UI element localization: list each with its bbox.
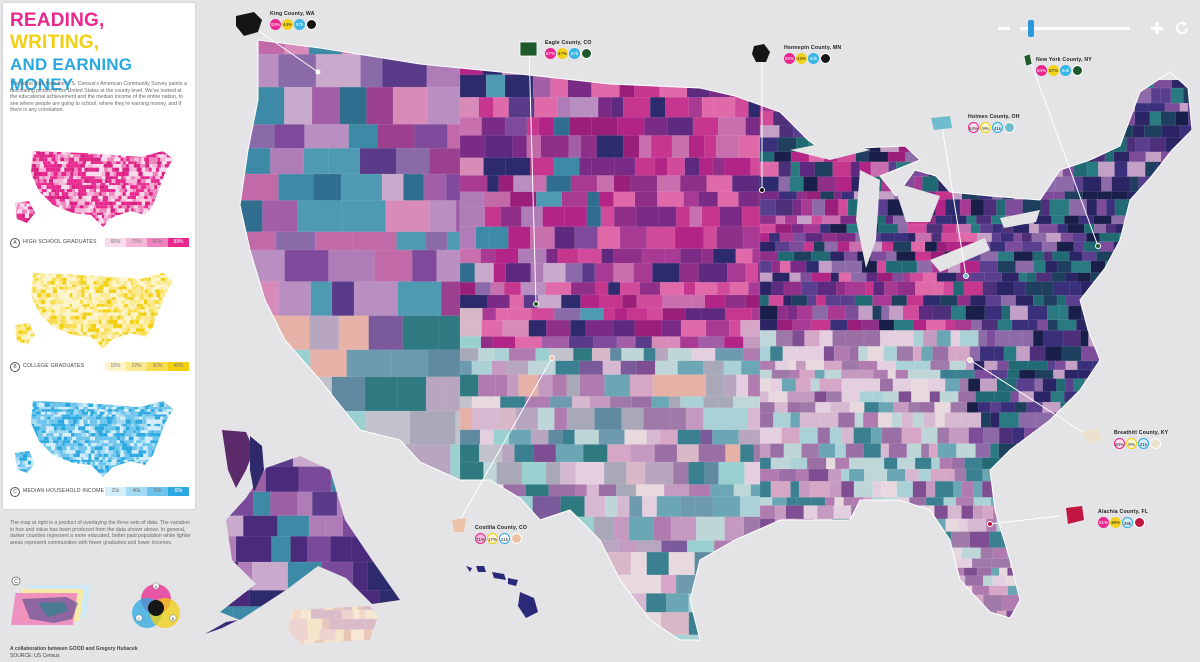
legend-marker: B bbox=[10, 362, 20, 372]
zoom-out-button[interactable] bbox=[995, 19, 1013, 37]
zoom-slider-track[interactable] bbox=[1020, 27, 1130, 30]
legend-swatch: 40% bbox=[168, 362, 189, 371]
high-school-value: 60% bbox=[1114, 438, 1125, 449]
overlay-swatch bbox=[581, 48, 592, 59]
legend-label: College Graduates bbox=[23, 363, 85, 369]
county-name: New York County, NY bbox=[1036, 57, 1092, 63]
legend-marker: A bbox=[10, 238, 20, 248]
alaska-aleutians bbox=[205, 430, 264, 634]
source-text: SOURCE: US Census bbox=[10, 653, 60, 659]
income-value: 21k bbox=[499, 533, 510, 544]
legend-swatch: 15% bbox=[105, 362, 126, 371]
legend-swatch: 30% bbox=[147, 362, 168, 371]
overlay-diagram: C A C B bbox=[10, 576, 180, 628]
county-name: King County, WA bbox=[270, 11, 315, 17]
income-value: 41k bbox=[992, 122, 1003, 133]
refresh-icon bbox=[1176, 21, 1188, 34]
legend-label: Median Household Income bbox=[23, 488, 105, 494]
legend-swatch: 40k bbox=[126, 487, 147, 496]
side-panel: Reading, Writing, and Earning Money The … bbox=[3, 3, 195, 509]
overlay-note: The map at right is a product of overlay… bbox=[10, 520, 191, 546]
title-line-3: and Earning Money bbox=[10, 55, 133, 94]
income-mini-map bbox=[15, 401, 173, 477]
high-school-value: 93% bbox=[270, 19, 281, 30]
high-school-value: 71% bbox=[475, 533, 486, 544]
overlay-swatch bbox=[511, 533, 522, 544]
great-lakes bbox=[790, 140, 1040, 272]
overlay-swatch bbox=[820, 53, 831, 64]
income-value: 39k bbox=[1122, 517, 1133, 528]
income-value: 67k bbox=[294, 19, 305, 30]
county-name: Eagle County, CO bbox=[545, 40, 592, 46]
high-school-value: 87% bbox=[545, 48, 556, 59]
stacked-maps-icon bbox=[10, 585, 91, 625]
credit-text: A collaboration between GOOD and Gregory… bbox=[10, 646, 138, 652]
venn-label-b: B bbox=[172, 616, 175, 621]
income-value: 64k bbox=[1060, 65, 1071, 76]
income-value: 67k bbox=[569, 48, 580, 59]
svg-text:C: C bbox=[14, 579, 18, 585]
legend-swatch: 82% bbox=[147, 238, 168, 247]
college-value: 17% bbox=[487, 533, 498, 544]
high-school-mini-map bbox=[15, 151, 173, 227]
college-value: 43% bbox=[796, 53, 807, 64]
zoom-in-button[interactable] bbox=[1148, 19, 1166, 37]
legend-swatch: 89% bbox=[168, 238, 189, 247]
title-line-2: Writing, bbox=[10, 32, 100, 53]
college-value: 44% bbox=[282, 19, 293, 30]
diagram-marker bbox=[11, 576, 21, 586]
college-value: 9% bbox=[1126, 438, 1137, 449]
us-outline bbox=[239, 39, 1193, 641]
college-value: 47% bbox=[557, 48, 568, 59]
income-value: 63k bbox=[808, 53, 819, 64]
intro-text: The latest data from the U.S. Census's A… bbox=[10, 81, 187, 114]
hawaii bbox=[466, 566, 538, 618]
high-school-value: 92% bbox=[784, 53, 795, 64]
legend-swatch: 75% bbox=[126, 238, 147, 247]
puerto-rico bbox=[288, 606, 378, 644]
us-county-map[interactable] bbox=[195, 0, 1200, 662]
legend-high-school: A High School Graduates 65% 75% 82% 89% bbox=[10, 238, 190, 250]
overlay-swatch bbox=[1134, 517, 1145, 528]
overlay-swatch bbox=[1072, 65, 1083, 76]
callout-pins bbox=[315, 69, 1101, 527]
college-value: 9% bbox=[980, 122, 991, 133]
college-value: 39% bbox=[1110, 517, 1121, 528]
high-school-value: 84% bbox=[1036, 65, 1047, 76]
legend-marker: C bbox=[10, 487, 20, 497]
zoom-slider-handle[interactable] bbox=[1028, 20, 1034, 37]
legend-college: B College Graduates 15% 22% 30% 40% bbox=[10, 362, 190, 374]
income-value: 21k bbox=[1138, 438, 1149, 449]
minus-icon bbox=[998, 27, 1010, 30]
legend-swatch: 50k bbox=[147, 487, 168, 496]
legend-income: C Median Household Income 25k 40k 50k 65… bbox=[10, 487, 190, 499]
county-name: Breathitt County, KY bbox=[1114, 430, 1169, 436]
venn-label-c: C bbox=[138, 616, 141, 621]
reset-view-button[interactable] bbox=[1173, 19, 1191, 37]
high-school-value: 54% bbox=[968, 122, 979, 133]
county-name: Holmes County, OH bbox=[968, 114, 1020, 120]
high-school-value: 91% bbox=[1098, 517, 1109, 528]
legend-label: High School Graduates bbox=[23, 239, 97, 245]
county-name: Costilla County, CO bbox=[475, 525, 528, 531]
plus-icon bbox=[1151, 22, 1163, 34]
venn-label-a: A bbox=[155, 584, 158, 589]
legend-swatch: 25k bbox=[105, 487, 126, 496]
college-value: 57% bbox=[1048, 65, 1059, 76]
overlay-swatch bbox=[1004, 122, 1015, 133]
legend-swatch: 65k bbox=[168, 487, 189, 496]
county-name: Hennepin County, MN bbox=[784, 45, 842, 51]
overlay-swatch bbox=[306, 19, 317, 30]
zoom-controls bbox=[995, 19, 1195, 39]
overlay-swatch bbox=[1150, 438, 1161, 449]
legend-swatch: 65% bbox=[105, 238, 126, 247]
callout-leaders bbox=[245, 21, 1099, 525]
title-line-1: Reading, bbox=[10, 10, 105, 31]
legend-swatch: 22% bbox=[126, 362, 147, 371]
college-mini-map bbox=[15, 273, 173, 349]
county-silhouettes bbox=[236, 12, 1102, 532]
county-name: Alachia County, FL bbox=[1098, 509, 1149, 515]
